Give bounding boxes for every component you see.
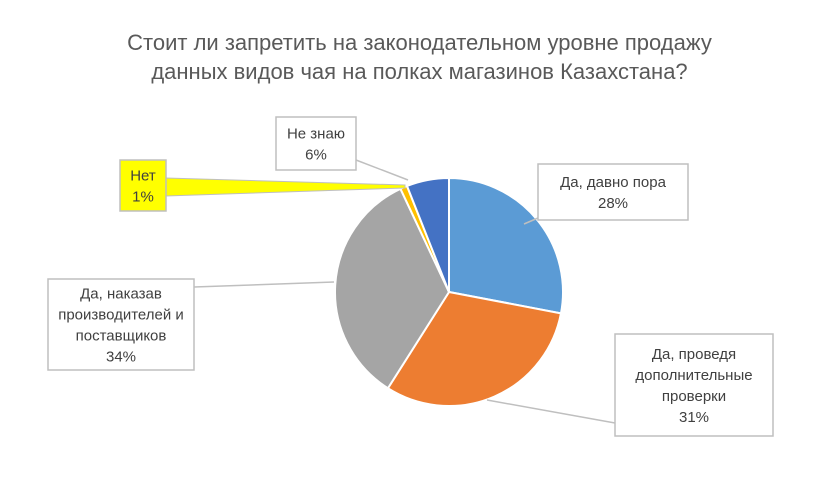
data-label-da-davno-pora: Да, давно пора 28% [537,163,689,221]
data-label-box [47,278,195,371]
callout-leader-da-davno-pora [523,217,539,225]
data-label-value: 31% [679,409,709,426]
data-label-value: 1% [132,189,154,206]
callout-labels: Да, давно пора 28% Да, проведя дополнительн… [47,116,774,437]
data-label-text: проверки [662,388,726,405]
pie-slice-da-davno-pora [448,176,564,315]
data-label-text: Нет [130,168,156,185]
pie-slices [334,176,564,407]
chart-title: Стоит ли запретить на законодательном ур… [0,28,839,86]
data-label-box [275,116,357,171]
data-label-text: производителей и [58,307,184,324]
data-label-box [614,333,774,437]
data-label-text: Не знаю [287,126,345,143]
data-label-text: Да, давно пора [560,174,667,191]
chart-title-line-2: данных видов чая на полках магазинов Каз… [151,59,688,84]
callout-leader-net [165,177,406,197]
data-label-text: дополнительные [635,367,752,384]
chart-title-line-1: Стоит ли запретить на законодательном ур… [127,30,712,55]
data-label-ne-znayu: Не знаю 6% [275,116,357,171]
callout-leader-da-provedya-proverki [486,399,616,424]
callout-leaders [165,159,616,424]
data-label-value: 28% [598,195,628,212]
data-label-net: Нет 1% [119,159,167,212]
data-label-text: поставщиков [76,328,167,345]
pie-slice-ne-znayu [405,176,450,293]
data-label-da-nakazav: Да, наказав производителей и поставщиков 34… [47,278,195,371]
data-label-value: 34% [106,349,136,366]
data-label-da-provedya-proverki: Да, проведя дополнительные проверки 31% [614,333,774,437]
data-label-box [119,159,167,212]
data-label-text: Да, наказав [80,286,162,303]
data-label-text: Да, проведя [652,346,736,363]
pie-slice-da-nakazav [334,187,451,390]
data-label-value: 6% [305,147,327,164]
data-label-box [537,163,689,221]
callout-leader-ne-znayu [355,159,409,181]
callout-leader-da-nakazav [193,281,335,288]
